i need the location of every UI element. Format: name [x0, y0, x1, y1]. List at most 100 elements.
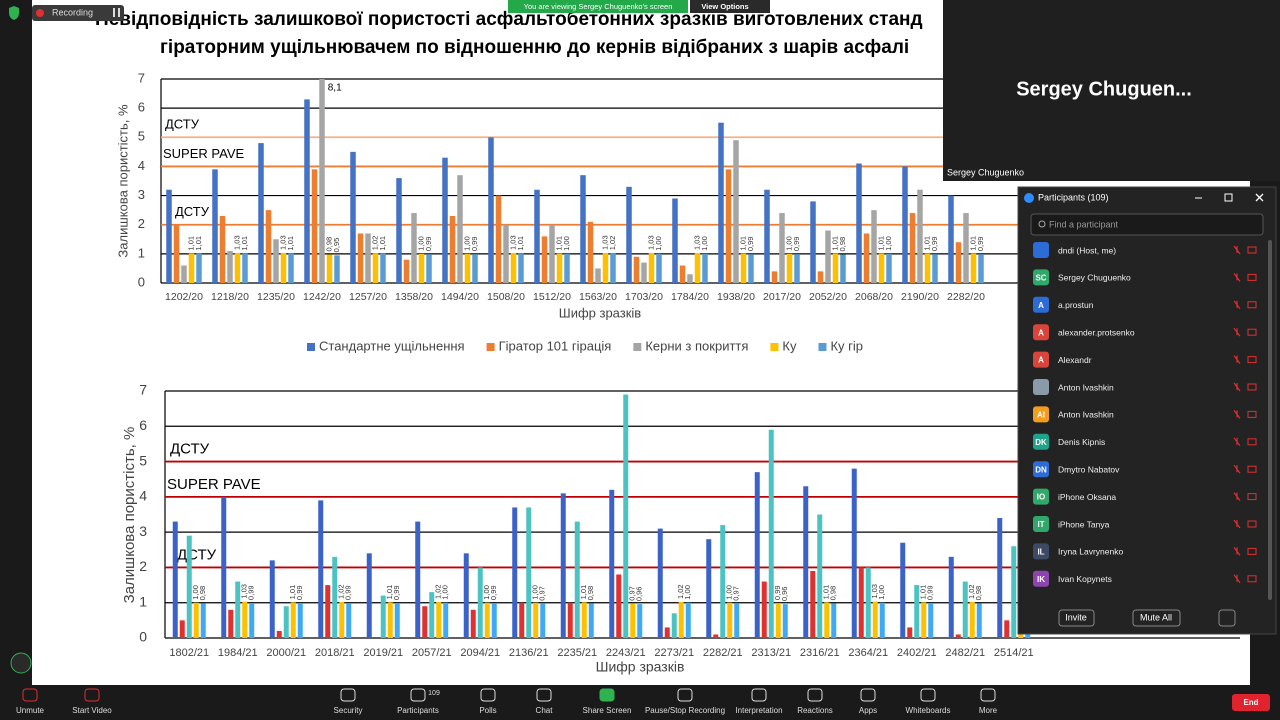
toolbar-button[interactable]: More [979, 688, 998, 715]
participant-row[interactable]: Anton Ivashkin [1033, 379, 1257, 395]
data-label: 1,01 [922, 236, 931, 251]
participant-row[interactable]: DN Dmytro Nabatov [1033, 461, 1257, 478]
legend-label: Стандартне ущільнення [319, 338, 465, 353]
reference-label: ДСТУ [177, 546, 217, 563]
recording-pill[interactable] [32, 5, 124, 21]
bar [265, 210, 272, 283]
x-tick-label: 2316/21 [800, 647, 840, 659]
legend-label: Гіратор 101 гірація [499, 338, 612, 353]
participant-row[interactable]: IT iPhone Tanya [1033, 516, 1257, 532]
bar [276, 630, 282, 638]
toolbar-label: Participants [397, 706, 439, 715]
y-tick-label: 6 [139, 417, 147, 433]
video-name: Sergey Chuguen... [1016, 78, 1192, 100]
view-options-button[interactable] [690, 0, 770, 13]
scrollbar[interactable] [1268, 240, 1272, 600]
toolbar-button[interactable]: Reactions [797, 688, 833, 715]
toolbar-button[interactable]: Apps [859, 688, 877, 715]
mic-muted-icon [1233, 547, 1241, 556]
mute-all-button[interactable] [1132, 609, 1181, 627]
slide-title: гіраторним ущільнювачем по відношенню до… [160, 37, 909, 58]
toolbar-button[interactable]: Interpretation [735, 688, 783, 715]
bar [727, 602, 733, 638]
participant-row[interactable]: AI Anton Ivashkin [1033, 406, 1257, 423]
participant-row[interactable]: IL Iryna Lavrynenko [1033, 543, 1257, 560]
y-tick-label: 2 [139, 558, 147, 574]
video-off-icon [1247, 410, 1257, 418]
toolbar [0, 685, 1280, 720]
search-box[interactable] [1030, 213, 1264, 236]
toolbar-button[interactable]: Whiteboards [906, 688, 951, 715]
participant-row[interactable]: SC Sergey Chuguenko [1033, 269, 1257, 286]
x-axis-title: Шифр зразків [596, 659, 685, 675]
y-tick-label: 5 [139, 452, 147, 468]
search-placeholder: Find a participant [1049, 219, 1119, 229]
mic-muted-icon [1233, 437, 1241, 447]
participant-name: iPhone Oksana [1058, 492, 1116, 502]
bar [878, 253, 885, 283]
data-label: 0,99 [746, 237, 755, 252]
more-button[interactable] [1218, 609, 1236, 627]
annotate-button[interactable] [10, 652, 32, 674]
toolbar-button[interactable]: Polls [479, 688, 497, 715]
participant-row[interactable]: A Alexandr [1033, 351, 1257, 368]
participant-row[interactable]: dndi (Host, me) [1033, 242, 1257, 258]
participant-row[interactable]: IO iPhone Oksana [1033, 488, 1257, 505]
bar [503, 224, 509, 283]
x-tick-label: 1802/21 [169, 647, 209, 659]
bar [907, 627, 913, 638]
toolbar-icon [536, 688, 552, 702]
bar [346, 603, 352, 638]
viewing-banner-text: You are viewing Sergey Chuguenko's scree… [524, 2, 673, 11]
data-label: 1,01 [738, 236, 747, 251]
toolbar-button[interactable]: Unmute [16, 688, 45, 715]
toolbar-button[interactable]: Start Video [72, 688, 112, 715]
bar [319, 79, 325, 283]
toolbar-button[interactable]: Participants 109 [397, 688, 440, 715]
bar [924, 253, 931, 283]
x-tick-label: 2190/20 [901, 291, 939, 303]
bar [311, 169, 318, 283]
bar [725, 169, 732, 283]
data-label: 1,01 [186, 236, 195, 251]
toolbar-button[interactable]: Share Screen [583, 688, 632, 715]
data-label: 1,01 [378, 236, 387, 251]
data-label: 0,97 [732, 586, 741, 601]
invite-button[interactable] [1058, 609, 1095, 627]
toolbar-button[interactable]: Security [334, 688, 363, 715]
y-axis-title: Залишкова пористість, % [121, 427, 138, 604]
toolbar-button[interactable]: Pause/Stop Recording [645, 688, 725, 715]
data-label: 0,98 [198, 586, 207, 601]
bar [491, 603, 497, 638]
bar [678, 602, 684, 638]
participant-row[interactable]: IK Ivan Kopynets [1033, 570, 1257, 587]
reference-label: ДСТУ [175, 204, 210, 219]
bar [357, 233, 364, 283]
avatar-initials: DK [1035, 438, 1047, 447]
x-tick-label: 2000/21 [266, 647, 306, 659]
toolbar-button[interactable]: Chat [536, 688, 554, 715]
video-off-icon [1247, 547, 1257, 555]
avatar [1033, 242, 1049, 258]
avatar [1033, 324, 1049, 341]
end-button[interactable] [1232, 694, 1270, 711]
slide-title: Невідповідність залишкової пористості ас… [95, 9, 923, 30]
bar [824, 602, 830, 638]
bar [221, 496, 227, 638]
bar [595, 268, 601, 283]
bar [172, 521, 178, 638]
maximize-icon[interactable] [1224, 193, 1233, 202]
bar [970, 253, 977, 283]
avatar-initials: A [1038, 356, 1044, 365]
bar [429, 592, 435, 638]
bar [633, 256, 640, 283]
bar [387, 602, 393, 638]
data-label: 1,01 [554, 236, 563, 251]
data-label: 1,00 [654, 236, 663, 251]
x-tick-label: 1512/20 [533, 291, 571, 303]
close-icon[interactable] [1255, 193, 1264, 202]
data-label: 0,98 [586, 586, 595, 601]
participant-row[interactable]: DK Denis Kipnis [1033, 433, 1257, 450]
